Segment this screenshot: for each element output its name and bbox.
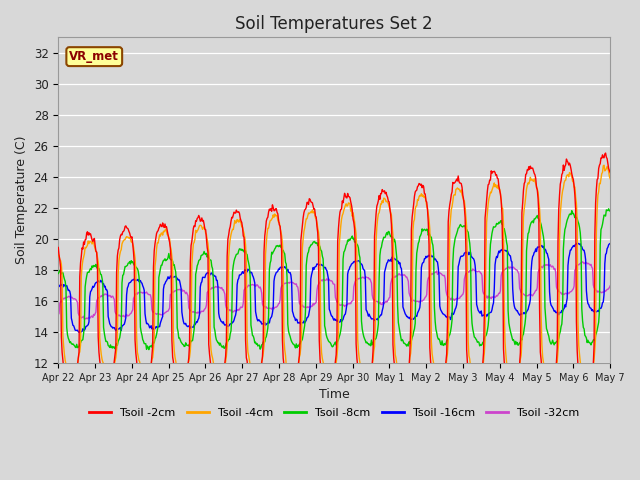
- Y-axis label: Soil Temperature (C): Soil Temperature (C): [15, 136, 28, 264]
- Legend: Tsoil -2cm, Tsoil -4cm, Tsoil -8cm, Tsoil -16cm, Tsoil -32cm: Tsoil -2cm, Tsoil -4cm, Tsoil -8cm, Tsoi…: [84, 404, 584, 422]
- Text: VR_met: VR_met: [69, 50, 119, 63]
- Title: Soil Temperatures Set 2: Soil Temperatures Set 2: [236, 15, 433, 33]
- X-axis label: Time: Time: [319, 388, 349, 401]
